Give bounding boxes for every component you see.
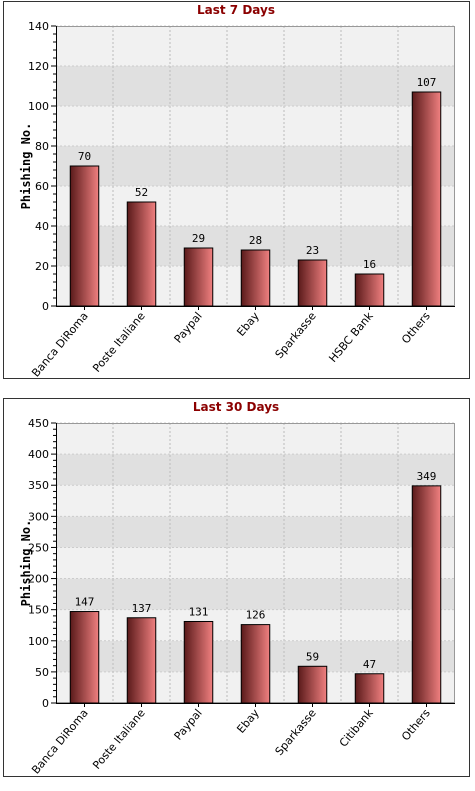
grid-band [56,66,455,106]
grid-band [56,516,455,548]
y-tick-label: 60 [35,180,49,193]
grid-band [56,454,455,486]
y-tick-label: 300 [28,510,49,523]
y-tick-label: 150 [28,604,49,617]
grid-band [56,485,455,517]
data-label: 349 [417,470,437,483]
y-tick-label: 120 [28,60,49,73]
bar-banca-diroma [69,611,100,704]
y-tick-label: 250 [28,541,49,554]
y-tick-label: 20 [35,260,49,273]
grid-band [56,547,455,579]
data-label: 52 [135,186,148,199]
bar-ebay [240,624,271,704]
grid-band [56,578,455,610]
chart-panel-last-7-days: Last 7 Days 0 20 40 60 80 100 120 140 Phishing No… [0,0,475,393]
y-tick-label: 450 [28,417,49,430]
bar-ebay [240,249,271,307]
y-tick-label: 400 [28,448,49,461]
data-label: 126 [246,609,266,622]
bar-poste-italiane [126,617,157,704]
y-axis-label: Phishing No. [19,520,33,607]
y-axis-label: Phishing No. [19,123,33,210]
data-label: 23 [306,244,319,257]
grid-band [56,146,455,186]
data-label: 137 [132,602,152,615]
data-label: 70 [78,150,91,163]
data-label: 29 [192,232,205,245]
y-tick-label: 200 [28,573,49,586]
data-label: 107 [417,76,437,89]
bar-poste-italiane [126,201,157,307]
chart-title: Last 30 Days [193,400,279,414]
chart-panel-last-30-days: Last 30 Days 0 50 100 150 200 250 300 350 400 450 P… [0,398,475,791]
data-label: 59 [306,650,319,663]
data-label: 28 [249,234,262,247]
grid-band [56,186,455,226]
chart-svg-last-7-days: Last 7 Days 0 20 40 60 80 100 120 140 Phishing No… [3,1,470,380]
data-label: 47 [363,658,376,671]
y-tick-label: 80 [35,140,49,153]
grid-band [56,423,455,455]
y-tick-label: 0 [42,300,49,313]
grid-band [56,26,455,66]
y-tick-label: 50 [35,666,49,679]
y-tick-label: 350 [28,479,49,492]
y-tick-label: 100 [28,635,49,648]
bar-paypal [183,247,214,307]
bar-banca-diroma [69,165,100,307]
bar-sparkasse [297,259,328,307]
y-tick-label: 0 [42,697,49,710]
data-label: 16 [363,258,376,271]
y-tick-label: 140 [28,20,49,33]
bar-paypal [183,620,214,704]
bar-citibank [354,673,385,704]
grid-band [56,106,455,146]
y-tick-label: 40 [35,220,49,233]
bar-others [411,485,442,704]
chart-svg-last-30-days: Last 30 Days 0 50 100 150 200 250 300 350 400 450 P… [3,398,470,777]
data-label: 131 [189,605,209,618]
bar-others [411,91,442,307]
bar-hsbc-bank [354,273,385,307]
data-label: 147 [75,596,95,609]
y-tick-label: 100 [28,100,49,113]
bar-sparkasse [297,665,328,704]
chart-title: Last 7 Days [197,3,275,17]
